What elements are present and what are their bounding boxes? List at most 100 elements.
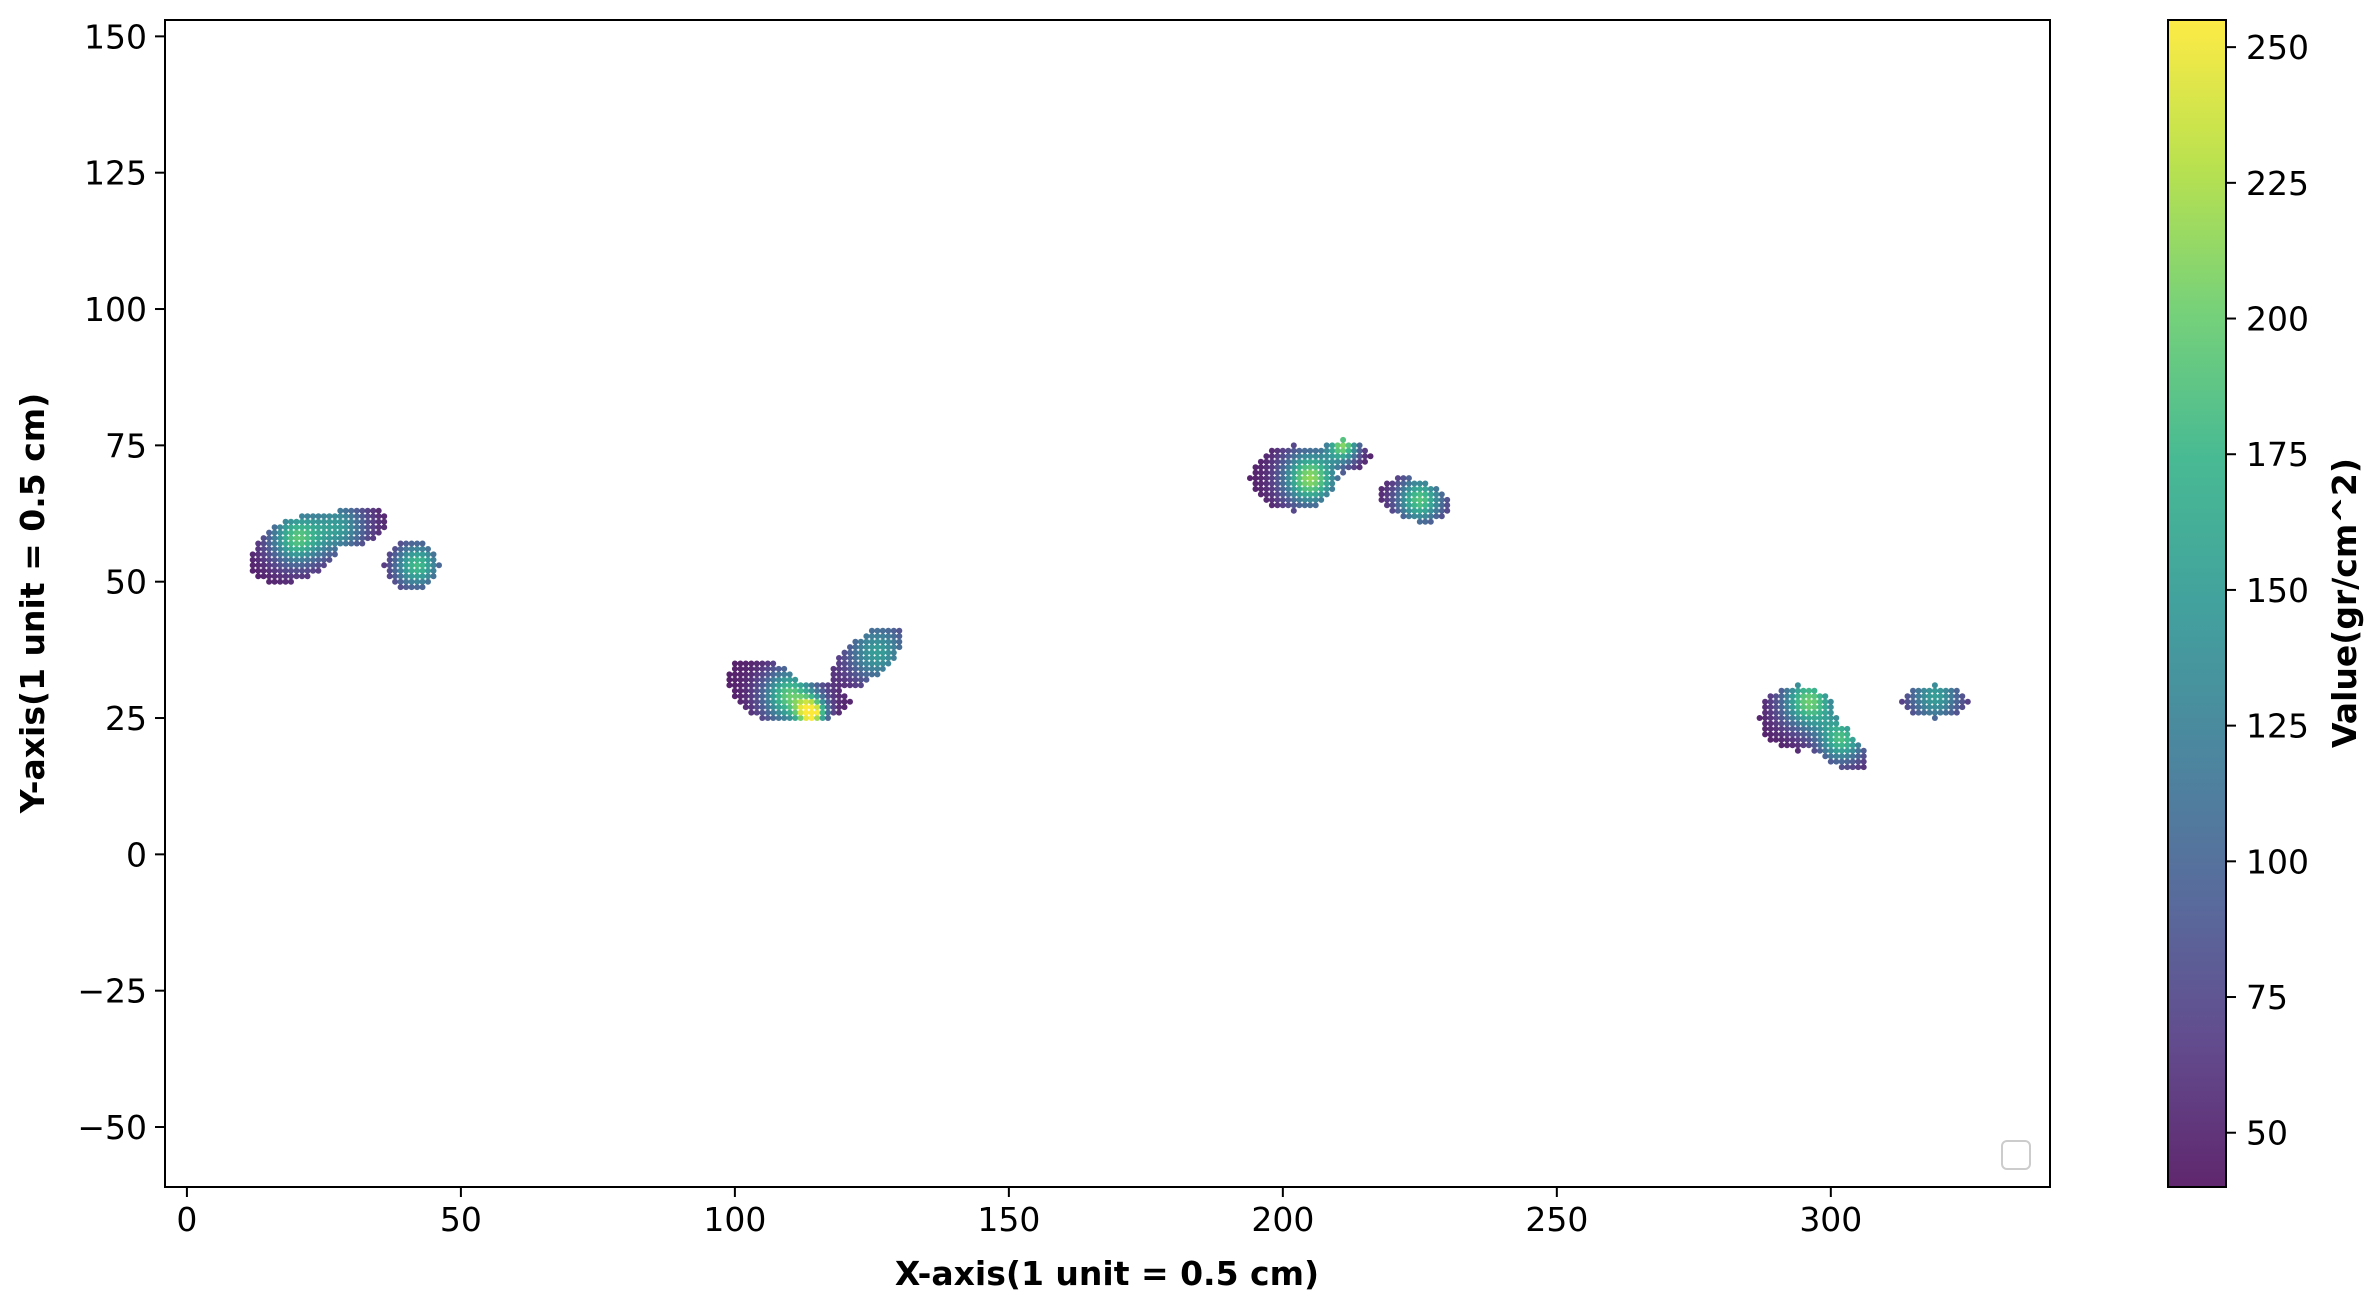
scatter-point <box>1405 496 1412 503</box>
scatter-point <box>781 715 788 721</box>
colorbar-tick-label: 150 <box>2246 571 2309 610</box>
scatter-point <box>1323 447 1330 454</box>
scatter-point <box>1263 464 1270 471</box>
scatter-point <box>890 655 897 661</box>
y-tick-label: 150 <box>84 17 147 56</box>
scatter-point <box>885 633 892 640</box>
scatter-point <box>1394 507 1401 514</box>
scatter-point <box>1778 736 1785 743</box>
scatter-point <box>847 676 853 683</box>
scatter-point <box>288 529 294 536</box>
scatter-point <box>299 573 305 580</box>
scatter-point <box>885 649 892 656</box>
scatter-point <box>1827 731 1834 738</box>
scatter-point <box>1444 496 1451 503</box>
scatter-point <box>731 660 738 667</box>
scatter-point <box>1915 687 1922 694</box>
scatter-point <box>1816 709 1823 716</box>
scatter-point <box>803 698 810 705</box>
scatter-point <box>1921 687 1927 694</box>
scatter-point <box>1822 693 1829 700</box>
scatter-point <box>1773 725 1779 732</box>
scatter-point <box>430 573 437 580</box>
scatter-point <box>1362 458 1368 465</box>
scatter-point <box>770 693 777 700</box>
scatter-point <box>879 649 886 656</box>
scatter-point <box>1937 698 1944 705</box>
scatter-point <box>1789 704 1796 711</box>
scatter-point <box>841 698 848 705</box>
scatter-point <box>1307 486 1314 492</box>
scatter-point <box>742 676 749 683</box>
scatter-point <box>386 567 393 574</box>
scatter-point <box>1296 491 1303 498</box>
scatter-point <box>1312 453 1319 460</box>
scatter-point <box>753 698 760 705</box>
scatter-point <box>353 524 360 531</box>
scatter-point <box>320 524 327 531</box>
scatter-point <box>266 562 273 569</box>
scatter-point <box>425 546 431 552</box>
scatter-point <box>1274 480 1281 487</box>
scatter-point <box>1263 496 1270 503</box>
scatter-point <box>1910 704 1916 711</box>
scatter-point <box>742 698 749 705</box>
scatter-point <box>1822 715 1829 721</box>
scatter-point <box>830 698 837 705</box>
scatter-point <box>397 573 404 580</box>
scatter-point <box>874 644 881 651</box>
x-tick-label: 150 <box>977 1200 1040 1239</box>
scatter-point <box>1849 747 1856 754</box>
scatter-point <box>266 578 273 585</box>
scatter-point <box>896 627 903 634</box>
scatter-point <box>1290 475 1297 482</box>
scatter-point <box>1794 687 1801 694</box>
scatter-point <box>249 551 256 558</box>
scatter-point <box>1778 715 1785 721</box>
scatter-point <box>1247 475 1253 482</box>
scatter-point <box>770 665 777 672</box>
scatter-point <box>819 682 826 689</box>
scatter-point <box>825 682 831 689</box>
scatter-point <box>1422 507 1429 514</box>
scatter-point <box>277 546 284 552</box>
scatter-point <box>310 540 316 547</box>
scatter-point <box>1833 725 1840 732</box>
scatter-point <box>293 529 300 536</box>
scatter-point <box>320 529 327 536</box>
scatter-point <box>742 693 749 700</box>
scatter-point <box>1285 480 1292 487</box>
scatter-point <box>1931 687 1938 694</box>
scatter-point <box>375 513 382 520</box>
scatter-point <box>271 524 278 531</box>
scatter-point <box>1405 507 1412 514</box>
scatter-point <box>353 540 360 547</box>
scatter-point <box>1937 687 1944 694</box>
scatter-point <box>775 665 782 672</box>
scatter-point <box>392 556 399 563</box>
scatter-point <box>397 546 404 552</box>
scatter-point <box>1422 518 1429 525</box>
scatter-point <box>1838 747 1845 754</box>
scatter-point <box>1816 731 1823 738</box>
scatter-point <box>315 513 322 520</box>
scatter-point <box>304 513 311 520</box>
scatter-point <box>288 540 294 547</box>
scatter-point <box>1855 764 1862 771</box>
scatter-point <box>1844 731 1851 738</box>
scatter-point <box>1778 709 1785 716</box>
scatter-point <box>830 704 837 711</box>
scatter-point <box>282 540 289 547</box>
scatter-point <box>288 518 294 525</box>
scatter-point <box>348 513 355 520</box>
scatter-point <box>1827 753 1834 760</box>
scatter-point <box>326 529 333 536</box>
scatter-point <box>1257 486 1264 492</box>
scatter-point <box>857 655 864 661</box>
scatter-point <box>348 529 355 536</box>
scatter-point <box>310 529 316 536</box>
scatter-point <box>419 540 426 547</box>
scatter-point <box>1318 475 1325 482</box>
scatter-point <box>1822 709 1829 716</box>
scatter-point <box>260 546 267 552</box>
